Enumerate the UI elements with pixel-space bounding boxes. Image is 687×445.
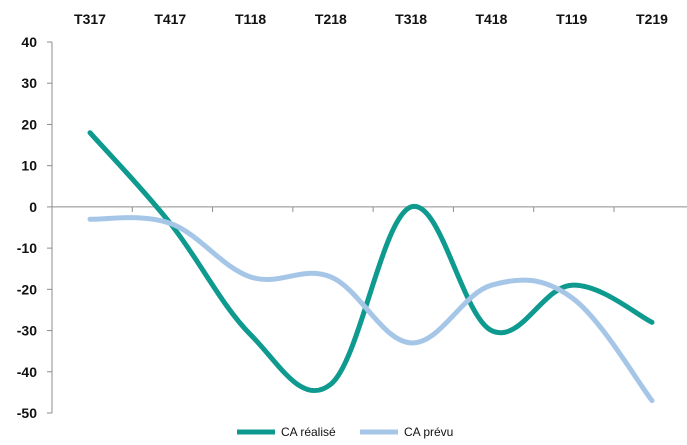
y-tick-label: 10 [21,158,37,174]
x-tick-label: T418 [475,11,507,27]
legend-label-ca-realise: CA réalisé [281,425,336,439]
y-axis-labels: 40 30 20 10 0 -10 -20 -30 -40 -50 [17,34,37,421]
x-tick-label: T119 [556,11,587,27]
y-tick-label: 20 [21,116,37,132]
y-tick-label: 30 [21,75,37,91]
axes [47,41,687,414]
y-tick-label: 0 [29,199,37,215]
series-lines [87,130,655,404]
series-line-1 [87,215,655,404]
y-tick-label: 40 [21,34,37,50]
x-tick-label: T317 [74,11,106,27]
legend: CA réalisé CA prévu [237,425,453,439]
x-axis-labels: T317 T417 T118 T218 T318 T418 T119 T219 [74,11,668,27]
legend-label-ca-prevu: CA prévu [404,425,453,439]
x-tick-label: T118 [235,11,266,27]
x-tick-label: T417 [154,11,186,27]
x-tick-label: T218 [315,11,347,27]
y-tick-label: -40 [17,364,37,380]
y-tick-label: -20 [17,281,37,297]
x-tick-label: T219 [636,11,668,27]
y-tick-label: -50 [17,405,37,421]
x-tick-label: T318 [395,11,427,27]
y-tick-label: -30 [17,323,37,339]
y-tick-label: -10 [17,240,37,256]
series-line-0 [87,130,655,393]
